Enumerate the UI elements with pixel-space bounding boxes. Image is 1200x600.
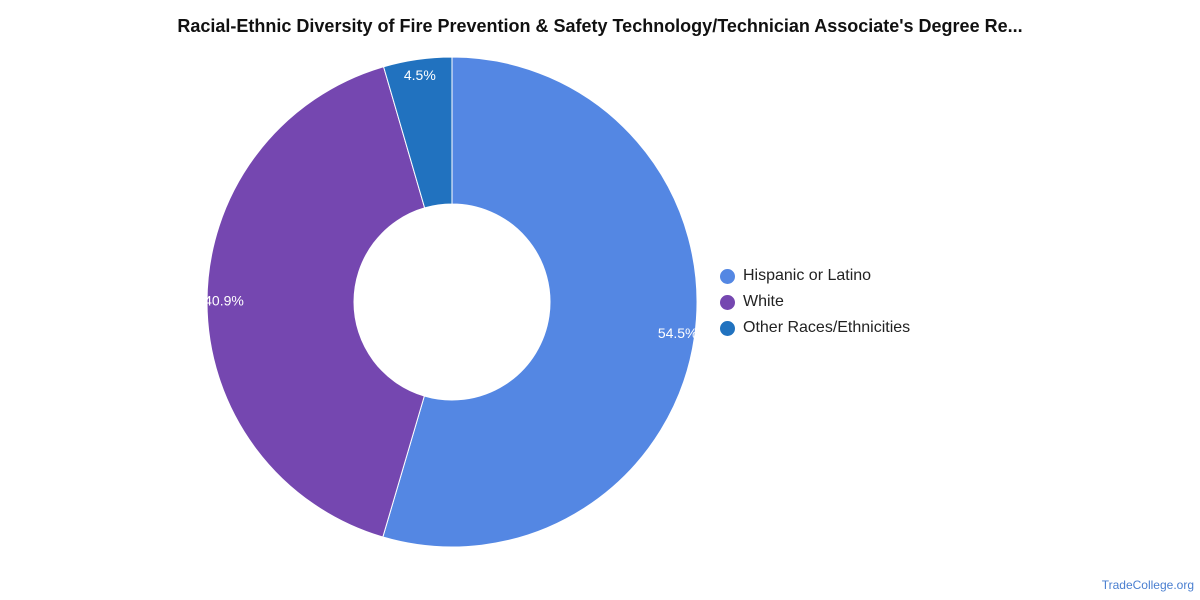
- footer-credit[interactable]: TradeCollege.org: [1101, 578, 1194, 592]
- legend-label-other-races-ethnicities: Other Races/Ethnicities: [743, 319, 911, 336]
- donut-slice-hispanic-or-latino[interactable]: [382, 56, 698, 548]
- legend-swatch-white: [720, 294, 735, 310]
- chart-title: Racial-Ethnic Diversity of Fire Preventi…: [177, 16, 1023, 36]
- legend-swatch-other-races-ethnicities: [720, 320, 735, 336]
- chart-legend: Hispanic or Latino White Other Races/Eth…: [720, 266, 910, 338]
- legend-label-white: White: [743, 293, 784, 310]
- legend-swatch-hispanic-or-latino: [720, 268, 735, 284]
- donut-slice-white[interactable]: [206, 66, 426, 538]
- legend-item-hispanic-or-latino[interactable]: Hispanic or Latino: [720, 266, 910, 286]
- legend-item-white[interactable]: White: [720, 292, 910, 312]
- legend-label-hispanic-or-latino: Hispanic or Latino: [743, 267, 872, 284]
- slice-label-white: 40.9%: [204, 292, 244, 308]
- slice-label-other-races-ethnicities: 4.5%: [404, 67, 436, 83]
- legend-item-other-races-ethnicities[interactable]: Other Races/Ethnicities: [720, 318, 910, 338]
- donut-slice-other-races-ethnicities[interactable]: [382, 56, 453, 209]
- slice-label-hispanic-or-latino: 54.5%: [658, 325, 698, 341]
